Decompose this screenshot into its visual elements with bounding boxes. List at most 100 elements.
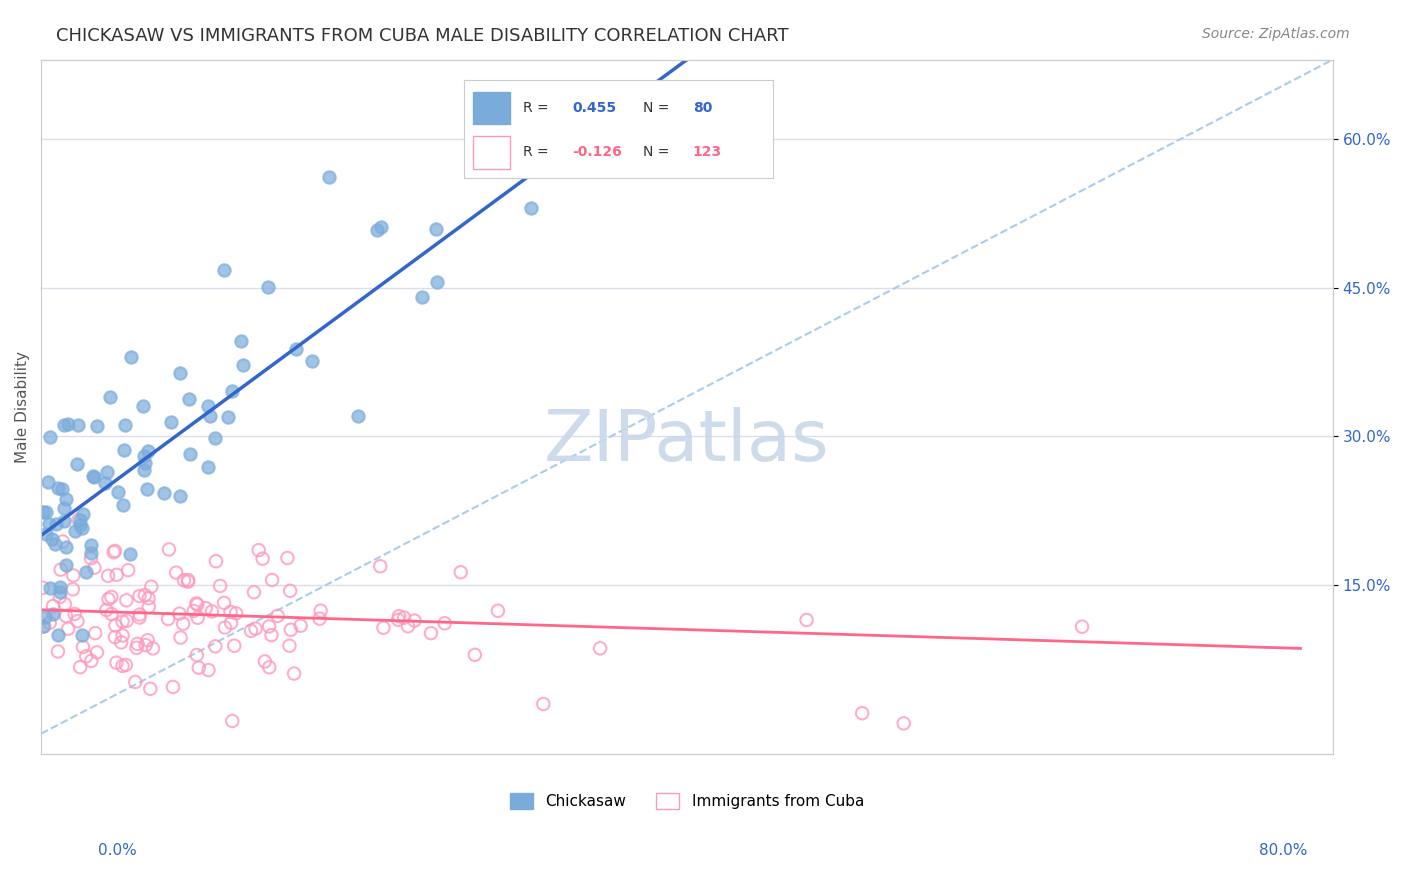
Point [219,615,242,630]
Point [219,605,242,619]
Point [82,469,104,483]
Point [217,410,239,425]
Point [72,640,94,654]
Point [63,607,86,621]
Point [97,569,120,583]
Point [243,585,266,599]
Point [531,697,554,711]
Point [55,609,77,624]
Point [44,537,66,551]
Point [224,639,246,653]
Point [186,598,208,612]
Point [134,463,156,477]
Point [38,581,60,595]
Point [387,613,409,627]
Point [425,222,447,236]
Point [35,505,58,519]
Point [75,565,97,579]
Text: ZIPatlas: ZIPatlas [544,407,830,475]
Point [177,392,200,406]
Point [368,559,391,574]
Point [259,660,281,674]
Point [38,517,60,532]
Point [198,409,221,423]
Point [32,505,55,519]
Point [53,597,76,611]
Point [450,566,472,580]
Point [318,169,340,184]
Point [98,390,121,404]
Point [37,475,59,489]
Point [165,566,187,580]
Point [347,409,370,423]
Point [46,644,69,658]
Point [201,604,224,618]
Point [115,657,138,672]
Point [392,610,415,624]
Point [284,343,307,357]
Point [186,648,208,662]
Point [278,639,301,653]
Point [301,353,323,368]
Legend: Chickasaw, Immigrants from Cuba: Chickasaw, Immigrants from Cuba [503,787,870,815]
Point [53,418,76,433]
Point [252,551,274,566]
Point [84,626,107,640]
Point [247,543,270,558]
Point [42,607,65,621]
Point [179,447,201,461]
Point [131,399,153,413]
Point [69,517,91,532]
Point [245,622,267,636]
Point [118,547,141,561]
Point [262,573,284,587]
Point [221,714,243,728]
Point [100,590,122,604]
Point [125,640,148,655]
Point [204,431,226,445]
Point [72,507,94,521]
Point [426,275,449,289]
Point [139,681,162,696]
Text: N =: N = [644,145,673,159]
Point [433,616,456,631]
Point [97,592,120,607]
Point [38,430,60,444]
Point [162,680,184,694]
Point [104,630,127,644]
Point [49,563,72,577]
Point [52,514,75,528]
Point [124,675,146,690]
Point [276,551,298,566]
Point [138,599,160,614]
Point [796,613,818,627]
Point [62,582,84,597]
Point [128,607,150,622]
Point [56,417,79,431]
Point [187,661,209,675]
Point [66,614,89,628]
Point [169,631,191,645]
Point [110,635,132,649]
Point [157,542,180,557]
Point [290,618,312,632]
Point [80,546,103,560]
Point [194,601,217,615]
Text: N =: N = [644,101,673,115]
Point [136,633,159,648]
Point [67,417,90,432]
Point [100,607,122,621]
Point [187,610,209,624]
Point [132,449,155,463]
Point [31,619,53,633]
Point [204,640,226,654]
Point [135,482,157,496]
Point [173,574,195,588]
Point [112,443,135,458]
Point [464,648,486,662]
Point [280,623,302,637]
Point [86,419,108,434]
Point [169,366,191,380]
Point [142,641,165,656]
Point [157,612,180,626]
